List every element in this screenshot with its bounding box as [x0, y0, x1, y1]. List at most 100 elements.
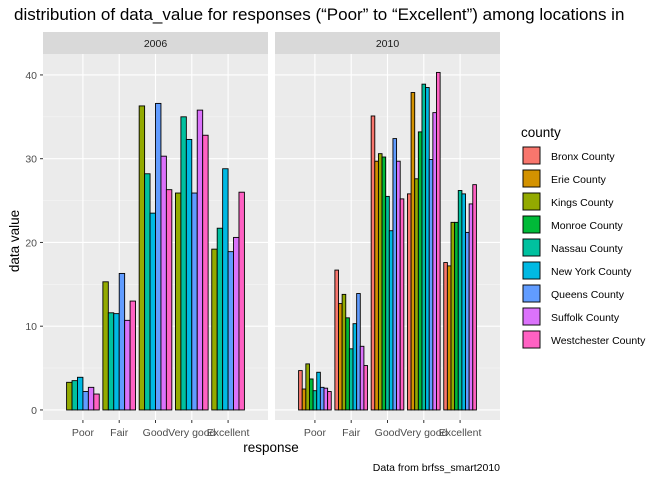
- bar: [185, 138, 193, 411]
- facet-strip: [275, 32, 500, 54]
- x-tick-label: Fair: [110, 427, 129, 439]
- legend-item: Kings County: [522, 192, 614, 211]
- legend-title: county: [521, 125, 561, 140]
- legend-swatch: [522, 146, 541, 165]
- x-tick-label: Very good: [400, 427, 447, 439]
- bar: [309, 378, 314, 411]
- bar: [461, 193, 466, 411]
- bar: [129, 300, 136, 411]
- bar: [191, 192, 198, 411]
- bar: [82, 391, 89, 411]
- bar: [443, 262, 448, 411]
- y-tick-label: 0: [31, 405, 37, 417]
- facet-strip-label: 2010: [376, 38, 400, 50]
- bar: [316, 371, 321, 411]
- legend-item: Westchester County: [522, 330, 646, 349]
- bar: [93, 393, 100, 411]
- bar: [180, 116, 187, 411]
- x-tick-label: Good: [143, 427, 169, 439]
- bar: [160, 155, 167, 411]
- y-tick-label: 20: [25, 237, 37, 249]
- bar: [227, 251, 234, 411]
- bar: [345, 317, 350, 411]
- bar: [298, 370, 303, 411]
- bar: [165, 189, 173, 411]
- legend-item: Erie County: [522, 169, 607, 188]
- legend: county Bronx County Erie County Kings Coun…: [521, 125, 646, 349]
- facet-strip: [43, 32, 268, 54]
- bar: [457, 190, 463, 411]
- bar: [327, 391, 332, 411]
- bar: [356, 293, 361, 411]
- legend-label: New York County: [551, 266, 632, 278]
- legend-swatch: [522, 307, 541, 326]
- bar: [341, 293, 347, 411]
- bar: [211, 248, 218, 411]
- bar: [450, 221, 456, 411]
- y-tick-label: 30: [25, 154, 37, 166]
- facet-strip-label: 2006: [144, 38, 168, 50]
- legend-swatch: [522, 238, 541, 257]
- legend-label: Kings County: [551, 197, 614, 209]
- bar: [202, 134, 209, 411]
- bar: [377, 153, 383, 411]
- bar: [454, 221, 459, 411]
- bar: [175, 192, 182, 411]
- bar: [392, 138, 398, 411]
- bar: [432, 112, 437, 411]
- bar: [138, 105, 146, 411]
- bar: [113, 313, 120, 411]
- bar: [425, 87, 430, 411]
- x-axis-title: response: [243, 440, 299, 455]
- bar: [338, 303, 343, 411]
- bar: [385, 195, 390, 411]
- bar: [319, 386, 325, 411]
- bar: [410, 92, 416, 411]
- legend-label: Bronx County: [551, 151, 615, 163]
- legend-item: Nassau County: [522, 238, 624, 257]
- x-tick-label: Excellent: [207, 427, 250, 439]
- x-tick-label: Fair: [342, 427, 361, 439]
- bar: [107, 312, 115, 411]
- bar: [421, 83, 427, 411]
- x-tick-label: Good: [375, 427, 401, 439]
- bar: [312, 390, 318, 411]
- y-tick-label: 40: [25, 70, 37, 82]
- bar: [363, 365, 368, 411]
- bar: [396, 160, 401, 411]
- legend-swatch: [522, 169, 541, 188]
- bar: [381, 156, 387, 411]
- x-tick-label: Poor: [304, 427, 327, 439]
- x-tick-label: Poor: [72, 427, 95, 439]
- legend-swatch: [522, 261, 541, 280]
- bar: [334, 269, 339, 411]
- legend-label: Suffolk County: [551, 312, 620, 324]
- legend-swatch: [522, 284, 541, 303]
- chart-title: distribution of data_value for responses…: [14, 5, 624, 24]
- bar: [436, 71, 441, 411]
- x-tick-label: Very good: [168, 427, 215, 439]
- bar: [155, 102, 162, 411]
- bar: [71, 380, 78, 411]
- bar: [374, 160, 379, 411]
- legend-item: New York County: [522, 261, 632, 280]
- bar: [407, 193, 412, 411]
- legend-label: Westchester County: [551, 335, 646, 347]
- bar: [149, 212, 156, 411]
- legend-item: Suffolk County: [522, 307, 620, 326]
- legend-label: Erie County: [551, 174, 607, 186]
- legend-item: Monroe County: [522, 215, 624, 234]
- bar: [388, 230, 394, 411]
- bar: [472, 184, 477, 411]
- bar: [348, 348, 354, 411]
- bar: [465, 231, 470, 411]
- legend-item: Queens County: [522, 284, 625, 303]
- bar: [196, 109, 204, 411]
- bar: [216, 227, 224, 411]
- bar: [417, 131, 423, 411]
- bar: [414, 178, 419, 411]
- bar: [323, 387, 329, 411]
- bar: [144, 173, 151, 411]
- bar: [359, 345, 365, 411]
